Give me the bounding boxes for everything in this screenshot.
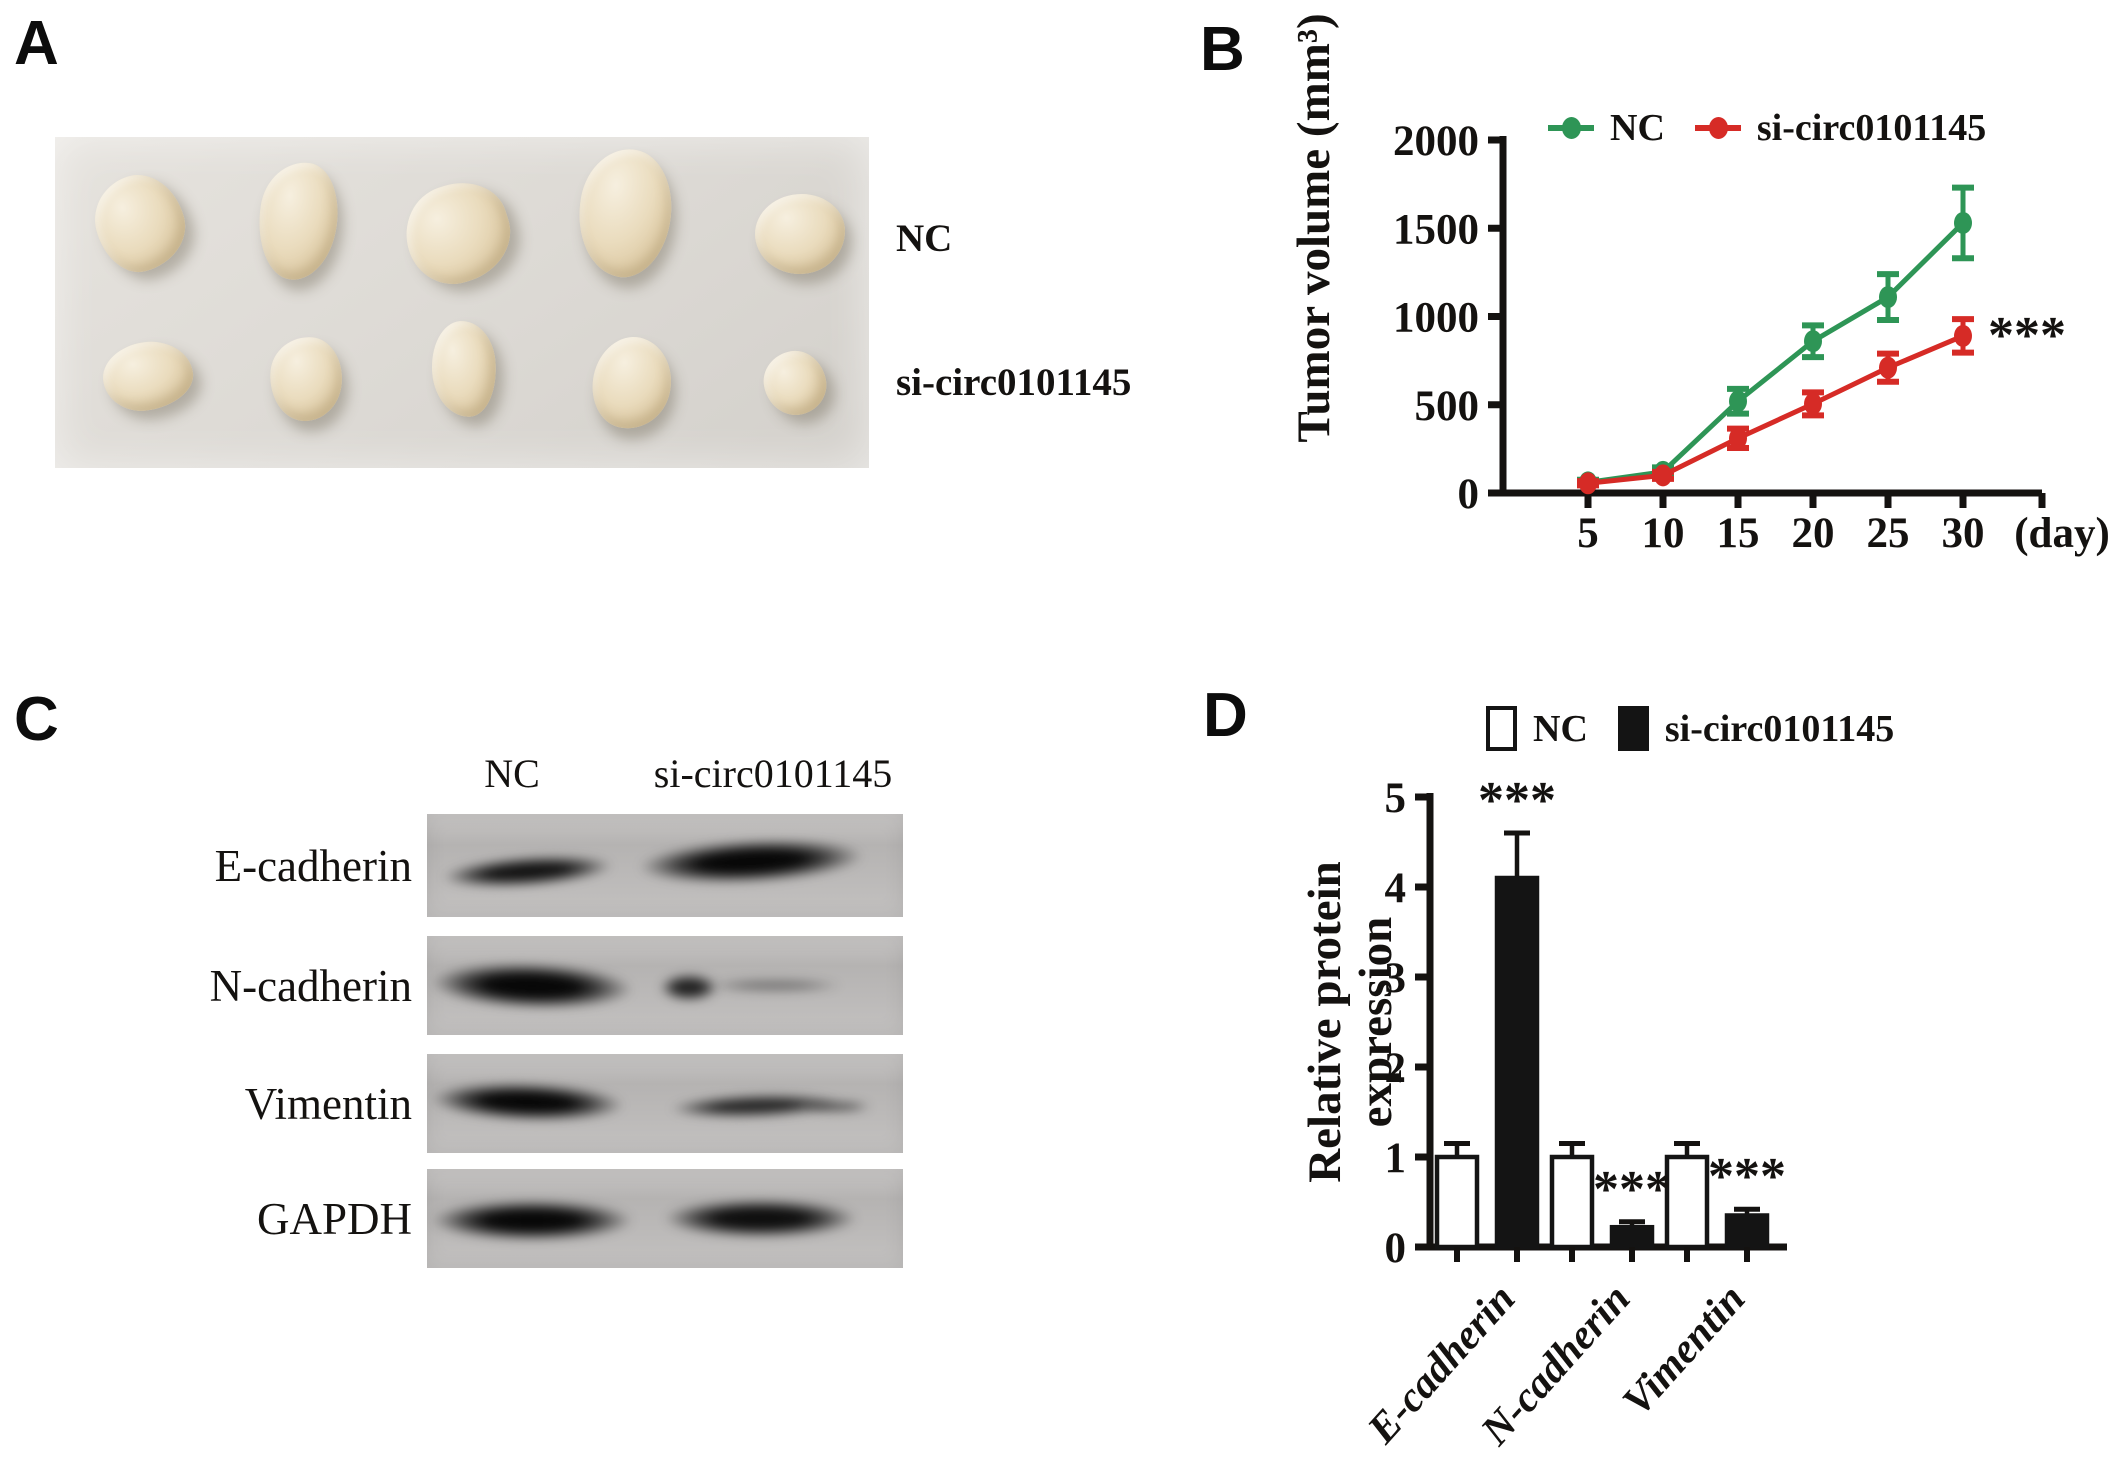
panel-b-label: B xyxy=(1200,15,1245,84)
d-significance-stars-n-cadherin: *** xyxy=(1593,1161,1671,1218)
d-ytick-label-1: 1 xyxy=(1385,1135,1407,1182)
d-ytick-label-2: 2 xyxy=(1385,1045,1407,1092)
group-label-nc: NC xyxy=(896,217,953,260)
point-si-circ0101145-day30 xyxy=(1954,324,1972,347)
series-si-circ0101145 xyxy=(1577,316,1974,495)
blot-strip-gapdh xyxy=(427,1169,903,1268)
tumor-photo xyxy=(55,137,869,468)
b-ytick-label-0: 0 xyxy=(1458,471,1480,518)
tumor-volume-chart: 0 500 1000 1500 2000 5 10 15 20 25 30 (day) *** xyxy=(1393,118,2110,557)
panel-a-label: A xyxy=(14,9,59,78)
b-xtick-label-25: 25 xyxy=(1867,510,1910,557)
blot-band xyxy=(427,1198,639,1243)
protein-expression-legend: NC si-circ0101145 xyxy=(1486,706,1894,751)
b-xtick-label-5: 5 xyxy=(1577,510,1599,557)
series-NC xyxy=(1577,184,1974,494)
b-ytick-label-500: 500 xyxy=(1415,383,1480,430)
protein-label-e-cadherin: E-cadherin xyxy=(214,840,412,891)
point-NC-day20 xyxy=(1804,330,1822,353)
legend-label-si-circ-bars: si-circ0101145 xyxy=(1664,707,1895,750)
blot-column-header-si-circ: si-circ0101145 xyxy=(653,751,893,796)
bar-E-cadherin-si-circ0101145 xyxy=(1494,875,1540,1250)
legend-label-nc: NC xyxy=(1610,107,1665,149)
d-ytick-label-5: 5 xyxy=(1385,775,1407,822)
bar-N-cadherin-si-circ0101145 xyxy=(1609,1224,1655,1250)
panel-c-label: C xyxy=(14,685,59,754)
point-si-circ0101145-day15 xyxy=(1729,427,1747,450)
b-xtick-label-10: 10 xyxy=(1642,510,1685,557)
d-ytick-label-3: 3 xyxy=(1385,955,1407,1002)
blot-band xyxy=(657,1197,863,1240)
protein-label-n-cadherin: N-cadherin xyxy=(209,960,412,1011)
point-si-circ0101145-day20 xyxy=(1804,392,1822,415)
blot-strip-e-cadherin xyxy=(427,814,903,917)
nc-open-box-icon xyxy=(1486,706,1517,751)
bar-N-cadherin-NC xyxy=(1549,1154,1595,1250)
b-xtick-label-15: 15 xyxy=(1717,510,1760,557)
si-circ-line-marker-icon xyxy=(1694,115,1741,141)
nc-line-marker-icon xyxy=(1548,115,1594,141)
blot-band xyxy=(703,977,846,994)
b-ytick-label-2000: 2000 xyxy=(1393,118,1479,165)
si-circ-filled-box-icon xyxy=(1617,706,1649,751)
b-xtick-label-30: 30 xyxy=(1942,510,1985,557)
protein-label-vimentin: Vimentin xyxy=(244,1078,412,1129)
blot-strip-vimentin xyxy=(427,1054,903,1153)
point-NC-day25 xyxy=(1879,286,1897,309)
d-ytick-label-4: 4 xyxy=(1385,865,1407,912)
point-NC-day15 xyxy=(1729,390,1747,413)
d-ytick-label-0: 0 xyxy=(1385,1225,1407,1272)
d-category-label-vimentin: Vimentin xyxy=(1614,1276,1754,1425)
point-si-circ0101145-day5 xyxy=(1579,472,1597,495)
b-significance-stars: *** xyxy=(1988,307,2066,364)
b-ytick-label-1500: 1500 xyxy=(1393,206,1479,253)
blot-band xyxy=(798,1099,875,1114)
series-line-si-circ0101145 xyxy=(1587,333,1964,486)
b-xtick-label-20: 20 xyxy=(1792,510,1835,557)
bar-Vimentin-NC xyxy=(1664,1154,1710,1250)
point-si-circ0101145-day25 xyxy=(1879,356,1897,379)
point-NC-day30 xyxy=(1954,211,1972,234)
protein-label-gapdh: GAPDH xyxy=(256,1193,412,1244)
blot-band xyxy=(657,972,720,1003)
tumor-volume-legend: NC si-circ0101145 xyxy=(1548,106,1986,150)
point-si-circ0101145-day10 xyxy=(1654,464,1672,487)
legend-label-nc-bars: NC xyxy=(1533,707,1588,750)
bar-E-cadherin-NC xyxy=(1434,1154,1480,1250)
d-significance-stars-e-cadherin: *** xyxy=(1478,772,1556,829)
legend-label-si-circ: si-circ0101145 xyxy=(1756,107,1987,149)
blot-strip-n-cadherin xyxy=(427,936,903,1035)
b-x-axis-unit: (day) xyxy=(2014,510,2110,557)
blot-column-header-nc: NC xyxy=(484,751,540,796)
panel-d-label: D xyxy=(1203,681,1248,750)
bar-Vimentin-si-circ0101145 xyxy=(1724,1213,1770,1250)
d-significance-stars-vimentin: *** xyxy=(1708,1148,1786,1205)
tumor-nc-5 xyxy=(755,194,845,274)
series-line-NC xyxy=(1587,221,1965,485)
protein-expression-chart: 012345E-cadherinN-cadherinVimentin******… xyxy=(1358,772,1787,1455)
group-label-si-circ0101145: si-circ0101145 xyxy=(896,361,1132,404)
b-ytick-label-1000: 1000 xyxy=(1393,295,1479,342)
